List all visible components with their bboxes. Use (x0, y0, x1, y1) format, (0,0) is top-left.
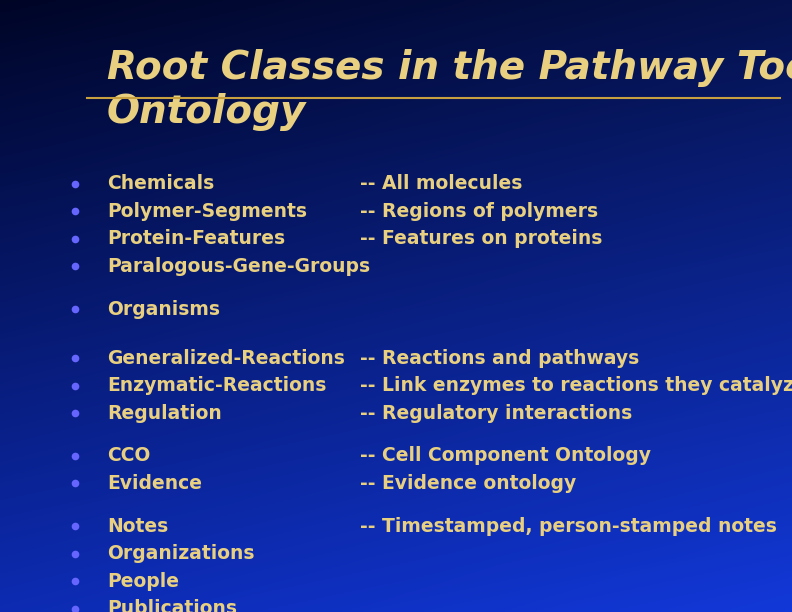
Text: Organizations: Organizations (107, 544, 254, 564)
Text: Root Classes in the Pathway Tools
Ontology: Root Classes in the Pathway Tools Ontolo… (107, 49, 792, 131)
Text: -- All molecules: -- All molecules (360, 174, 523, 193)
Text: -- Features on proteins: -- Features on proteins (360, 229, 603, 248)
Text: -- Cell Component Ontology: -- Cell Component Ontology (360, 446, 651, 466)
Text: Paralogous-Gene-Groups: Paralogous-Gene-Groups (107, 256, 370, 276)
Text: Evidence: Evidence (107, 474, 202, 493)
Text: Chemicals: Chemicals (107, 174, 214, 193)
Text: People: People (107, 572, 179, 591)
Text: Polymer-Segments: Polymer-Segments (107, 201, 307, 221)
Text: -- Reactions and pathways: -- Reactions and pathways (360, 348, 640, 368)
Text: Generalized-Reactions: Generalized-Reactions (107, 348, 345, 368)
Text: Enzymatic-Reactions: Enzymatic-Reactions (107, 376, 326, 395)
Text: Notes: Notes (107, 517, 168, 536)
Text: -- Regulatory interactions: -- Regulatory interactions (360, 403, 633, 423)
Text: -- Link enzymes to reactions they catalyze: -- Link enzymes to reactions they cataly… (360, 376, 792, 395)
Text: -- Evidence ontology: -- Evidence ontology (360, 474, 577, 493)
Text: Protein-Features: Protein-Features (107, 229, 285, 248)
Text: -- Regions of polymers: -- Regions of polymers (360, 201, 599, 221)
Text: CCO: CCO (107, 446, 150, 466)
Text: Organisms: Organisms (107, 299, 220, 319)
Text: Publications: Publications (107, 599, 237, 612)
Text: Regulation: Regulation (107, 403, 222, 423)
Text: -- Timestamped, person-stamped notes: -- Timestamped, person-stamped notes (360, 517, 777, 536)
